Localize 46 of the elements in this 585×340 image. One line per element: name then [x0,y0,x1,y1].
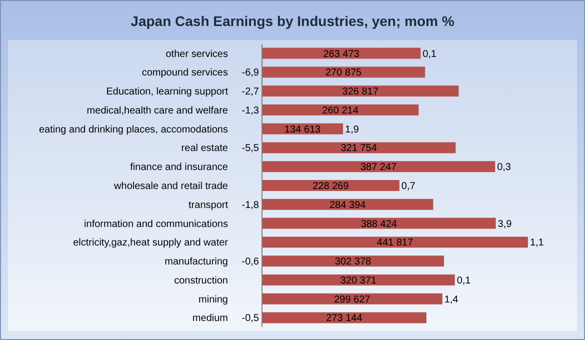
annotation: 0,1 [422,48,437,60]
annotation: -6,9 [242,68,260,79]
y-tick-label: medium [192,313,228,324]
data-label: 134 613 [284,124,322,136]
annotation: -0,5 [242,313,260,324]
data-label: 321 754 [340,143,378,154]
y-tick-label: wholesale and retail trade [113,181,228,192]
data-label: 228 269 [312,181,350,192]
y-tick-label: manufacturing [164,256,228,268]
data-label: 263 473 [323,48,360,60]
annotation: -0,6 [242,256,260,268]
y-tick-label: eating and drinking places, accomodations [38,124,228,136]
annotation: 0,7 [401,181,416,192]
annotation: 3,9 [498,218,512,230]
data-label: 260 214 [322,105,359,116]
data-label: 387 247 [360,162,398,174]
y-tick-label: transport [188,200,228,211]
chart-title: Japan Cash Earnings by Industries, yen; mom % [130,13,455,29]
data-label: 302 378 [334,256,372,268]
data-label: 299 627 [334,294,371,306]
y-tick-label: information and communications [84,218,228,230]
data-label: 388 424 [360,218,398,230]
y-tick-label: medical,health care and welfare [86,105,228,116]
data-label: 441 817 [376,238,414,249]
annotation: -1,8 [242,200,260,211]
y-tick-label: Education, learning support [106,86,228,98]
annotation: -5,5 [242,143,260,154]
y-tick-label: mining [198,294,228,306]
annotation: 1,1 [530,238,544,249]
y-tick-label: finance and insurance [130,162,228,174]
y-tick-label: real estate [181,143,228,154]
data-label: 320 371 [340,275,377,286]
data-label: 284 394 [330,200,366,211]
annotation: 1,4 [444,294,459,306]
data-label: 273 144 [326,313,363,324]
y-tick-label: other services [166,48,228,60]
y-tick-label: compound services [142,68,228,79]
y-tick-label: construction [174,275,228,286]
annotation: 0,1 [456,275,472,286]
annotation: -2,7 [242,86,260,98]
data-label: 326 817 [342,86,379,98]
annotation: 1,9 [345,124,360,136]
y-tick-label: elctricity,gaz,heat supply and water [73,238,229,249]
annotation: -1,3 [242,105,260,116]
data-label: 270 875 [325,68,362,79]
annotation: 0,3 [497,162,512,174]
